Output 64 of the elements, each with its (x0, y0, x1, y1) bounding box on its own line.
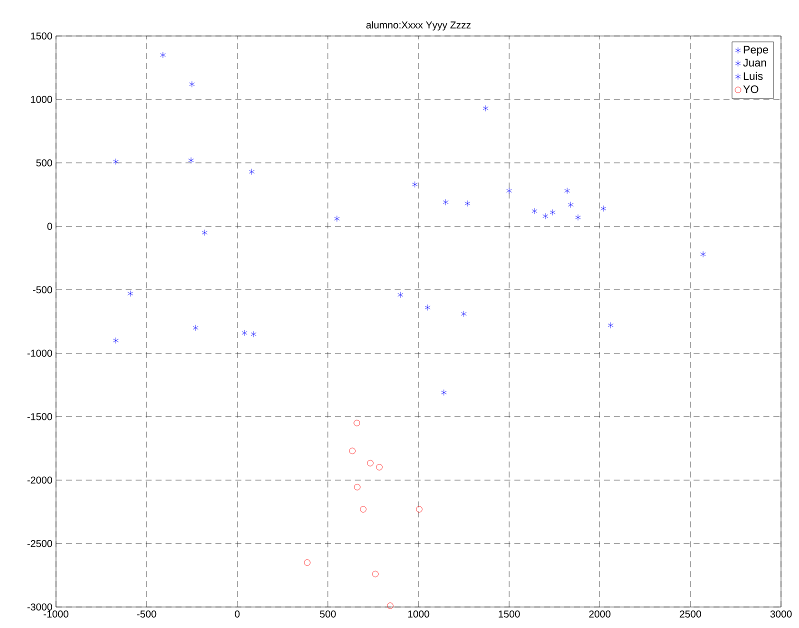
y-tick-label: 0 (47, 222, 52, 230)
point (160, 52, 166, 58)
x-tick-label: -500 (137, 610, 156, 618)
legend-label: Luis (744, 72, 763, 80)
point (542, 212, 548, 220)
point (532, 208, 538, 214)
y-tick-label: -1000 (27, 350, 52, 357)
x-tick-label: 3000 (770, 610, 792, 618)
point (202, 229, 208, 236)
point (192, 324, 198, 332)
point (575, 214, 581, 221)
point (113, 337, 119, 344)
y-tick-label: 1000 (31, 96, 52, 103)
point (600, 205, 606, 212)
y-tick-label: -2000 (27, 476, 52, 484)
point (304, 559, 310, 566)
chart-title: alumno:Xxxx Yyyy Zzzz (366, 21, 471, 30)
point (113, 158, 119, 165)
point (248, 168, 255, 175)
point (412, 181, 418, 188)
point (372, 570, 379, 578)
y-tick-label: -2500 (27, 540, 52, 548)
point (128, 290, 134, 297)
y-tick-label: -3000 (27, 603, 52, 611)
x-tick-label: 2000 (589, 610, 610, 618)
y-tick-label: -500 (32, 286, 52, 294)
x-tick-label: 500 (320, 610, 336, 618)
point (564, 188, 570, 194)
point (360, 506, 366, 512)
point (506, 188, 512, 194)
point (354, 420, 360, 426)
point (442, 199, 448, 206)
point (441, 389, 447, 396)
point (464, 200, 470, 207)
point (461, 310, 467, 318)
point (349, 448, 356, 454)
point (424, 304, 430, 311)
point (608, 322, 614, 328)
point (550, 209, 556, 216)
point (250, 331, 256, 338)
legend-label: Pepe (744, 46, 768, 56)
point (189, 81, 195, 88)
x-tick-label: 0 (234, 610, 240, 618)
legend-label: Juan (743, 58, 766, 67)
point (188, 157, 194, 164)
point (482, 105, 488, 112)
x-tick-label: 1500 (498, 610, 520, 618)
point (354, 484, 360, 490)
point (700, 251, 706, 258)
point (334, 216, 340, 222)
point (416, 506, 422, 512)
y-tick-label: -1500 (27, 413, 52, 420)
point (376, 464, 383, 470)
point (242, 330, 248, 336)
point (387, 602, 394, 609)
x-tick-label: 1000 (408, 610, 430, 618)
point (398, 292, 404, 298)
point (568, 202, 574, 208)
y-tick-label: 1500 (31, 32, 52, 40)
x-tick-label: -1000 (44, 610, 68, 618)
y-tick-label: 500 (36, 159, 52, 166)
point (367, 460, 374, 466)
legend-label: YO (743, 85, 758, 94)
x-tick-label: 2500 (680, 610, 702, 618)
